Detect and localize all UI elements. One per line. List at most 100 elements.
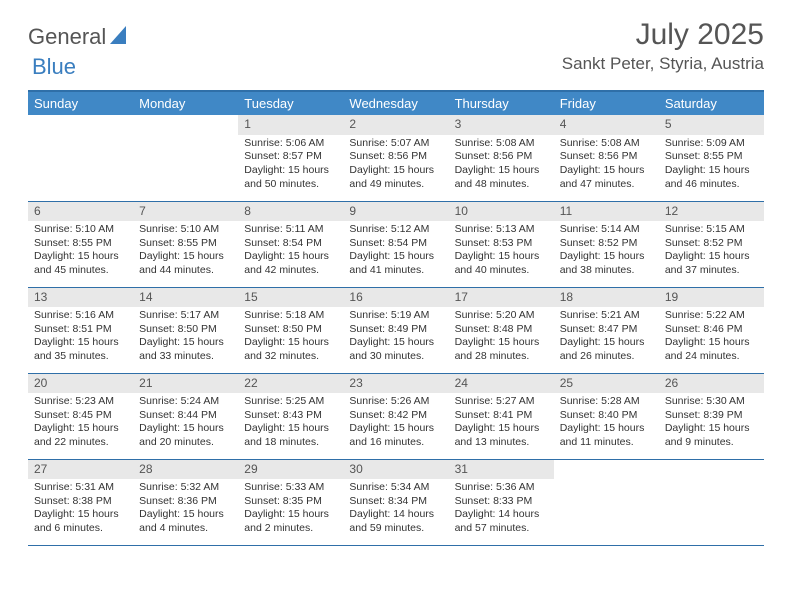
daylight-line-1: Daylight: 15 hours (665, 164, 758, 178)
sunrise-line: Sunrise: 5:06 AM (244, 137, 337, 151)
day-number: 6 (28, 202, 133, 222)
daylight-line-1: Daylight: 15 hours (560, 336, 653, 350)
day-cell: 22Sunrise: 5:25 AMSunset: 8:43 PMDayligh… (238, 373, 343, 459)
daylight-line-1: Daylight: 15 hours (349, 336, 442, 350)
day-body: Sunrise: 5:08 AMSunset: 8:56 PMDaylight:… (449, 135, 554, 196)
day-cell: 28Sunrise: 5:32 AMSunset: 8:36 PMDayligh… (133, 459, 238, 545)
daylight-line-2: and 47 minutes. (560, 178, 653, 192)
sunrise-line: Sunrise: 5:10 AM (139, 223, 232, 237)
daylight-line-2: and 11 minutes. (560, 436, 653, 450)
week-row: 13Sunrise: 5:16 AMSunset: 8:51 PMDayligh… (28, 287, 764, 373)
day-cell: 21Sunrise: 5:24 AMSunset: 8:44 PMDayligh… (133, 373, 238, 459)
day-number: 17 (449, 288, 554, 308)
sunset-line: Sunset: 8:33 PM (455, 495, 548, 509)
weekday-header: Wednesday (343, 92, 448, 115)
day-cell: 18Sunrise: 5:21 AMSunset: 8:47 PMDayligh… (554, 287, 659, 373)
logo: General (28, 18, 132, 50)
day-body: Sunrise: 5:21 AMSunset: 8:47 PMDaylight:… (554, 307, 659, 368)
day-body: Sunrise: 5:10 AMSunset: 8:55 PMDaylight:… (28, 221, 133, 282)
day-cell: 15Sunrise: 5:18 AMSunset: 8:50 PMDayligh… (238, 287, 343, 373)
sunset-line: Sunset: 8:49 PM (349, 323, 442, 337)
day-body: Sunrise: 5:12 AMSunset: 8:54 PMDaylight:… (343, 221, 448, 282)
day-number: 11 (554, 202, 659, 222)
daylight-line-2: and 48 minutes. (455, 178, 548, 192)
weekday-header-row: Sunday Monday Tuesday Wednesday Thursday… (28, 92, 764, 115)
sunset-line: Sunset: 8:47 PM (560, 323, 653, 337)
sunrise-line: Sunrise: 5:36 AM (455, 481, 548, 495)
day-cell (28, 115, 133, 201)
day-cell: 1Sunrise: 5:06 AMSunset: 8:57 PMDaylight… (238, 115, 343, 201)
sunrise-line: Sunrise: 5:23 AM (34, 395, 127, 409)
day-cell: 14Sunrise: 5:17 AMSunset: 8:50 PMDayligh… (133, 287, 238, 373)
sunrise-line: Sunrise: 5:10 AM (34, 223, 127, 237)
daylight-line-1: Daylight: 15 hours (665, 250, 758, 264)
daylight-line-1: Daylight: 15 hours (560, 250, 653, 264)
daylight-line-1: Daylight: 15 hours (349, 422, 442, 436)
sunrise-line: Sunrise: 5:14 AM (560, 223, 653, 237)
daylight-line-1: Daylight: 15 hours (560, 164, 653, 178)
day-body: Sunrise: 5:27 AMSunset: 8:41 PMDaylight:… (449, 393, 554, 454)
logo-text-2: Blue (32, 54, 76, 79)
sunset-line: Sunset: 8:35 PM (244, 495, 337, 509)
daylight-line-2: and 57 minutes. (455, 522, 548, 536)
day-body: Sunrise: 5:25 AMSunset: 8:43 PMDaylight:… (238, 393, 343, 454)
day-number: 9 (343, 202, 448, 222)
daylight-line-1: Daylight: 15 hours (665, 422, 758, 436)
day-cell (659, 459, 764, 545)
daylight-line-1: Daylight: 15 hours (34, 336, 127, 350)
day-cell: 29Sunrise: 5:33 AMSunset: 8:35 PMDayligh… (238, 459, 343, 545)
daylight-line-2: and 18 minutes. (244, 436, 337, 450)
day-number: 4 (554, 115, 659, 135)
daylight-line-2: and 28 minutes. (455, 350, 548, 364)
day-cell: 9Sunrise: 5:12 AMSunset: 8:54 PMDaylight… (343, 201, 448, 287)
sunset-line: Sunset: 8:54 PM (244, 237, 337, 251)
sunrise-line: Sunrise: 5:12 AM (349, 223, 442, 237)
daylight-line-1: Daylight: 15 hours (139, 250, 232, 264)
daylight-line-2: and 59 minutes. (349, 522, 442, 536)
sunset-line: Sunset: 8:51 PM (34, 323, 127, 337)
calendar-table: Sunday Monday Tuesday Wednesday Thursday… (28, 92, 764, 546)
sunrise-line: Sunrise: 5:21 AM (560, 309, 653, 323)
day-number: 18 (554, 288, 659, 308)
day-body: Sunrise: 5:16 AMSunset: 8:51 PMDaylight:… (28, 307, 133, 368)
weekday-header: Monday (133, 92, 238, 115)
sunrise-line: Sunrise: 5:30 AM (665, 395, 758, 409)
sunset-line: Sunset: 8:46 PM (665, 323, 758, 337)
day-number: 29 (238, 460, 343, 480)
title-block: July 2025 Sankt Peter, Styria, Austria (562, 18, 764, 74)
day-number: 30 (343, 460, 448, 480)
daylight-line-2: and 41 minutes. (349, 264, 442, 278)
sunrise-line: Sunrise: 5:32 AM (139, 481, 232, 495)
weekday-header: Friday (554, 92, 659, 115)
daylight-line-2: and 46 minutes. (665, 178, 758, 192)
daylight-line-1: Daylight: 15 hours (244, 508, 337, 522)
sunrise-line: Sunrise: 5:20 AM (455, 309, 548, 323)
day-body: Sunrise: 5:31 AMSunset: 8:38 PMDaylight:… (28, 479, 133, 540)
daylight-line-1: Daylight: 15 hours (244, 422, 337, 436)
day-cell: 7Sunrise: 5:10 AMSunset: 8:55 PMDaylight… (133, 201, 238, 287)
sunrise-line: Sunrise: 5:25 AM (244, 395, 337, 409)
daylight-line-1: Daylight: 15 hours (139, 508, 232, 522)
daylight-line-2: and 49 minutes. (349, 178, 442, 192)
day-body: Sunrise: 5:07 AMSunset: 8:56 PMDaylight:… (343, 135, 448, 196)
sunset-line: Sunset: 8:55 PM (139, 237, 232, 251)
sunset-line: Sunset: 8:57 PM (244, 150, 337, 164)
daylight-line-1: Daylight: 14 hours (455, 508, 548, 522)
daylight-line-1: Daylight: 15 hours (139, 336, 232, 350)
day-cell: 3Sunrise: 5:08 AMSunset: 8:56 PMDaylight… (449, 115, 554, 201)
calendar-page: General July 2025 Sankt Peter, Styria, A… (0, 0, 792, 556)
day-body: Sunrise: 5:22 AMSunset: 8:46 PMDaylight:… (659, 307, 764, 368)
sunset-line: Sunset: 8:38 PM (34, 495, 127, 509)
daylight-line-2: and 50 minutes. (244, 178, 337, 192)
day-cell: 30Sunrise: 5:34 AMSunset: 8:34 PMDayligh… (343, 459, 448, 545)
day-number: 5 (659, 115, 764, 135)
daylight-line-2: and 35 minutes. (34, 350, 127, 364)
day-cell: 8Sunrise: 5:11 AMSunset: 8:54 PMDaylight… (238, 201, 343, 287)
daylight-line-2: and 33 minutes. (139, 350, 232, 364)
logo-text-1: General (28, 24, 106, 50)
sunset-line: Sunset: 8:45 PM (34, 409, 127, 423)
daylight-line-1: Daylight: 15 hours (34, 422, 127, 436)
daylight-line-1: Daylight: 15 hours (34, 508, 127, 522)
sunset-line: Sunset: 8:39 PM (665, 409, 758, 423)
weekday-header: Saturday (659, 92, 764, 115)
